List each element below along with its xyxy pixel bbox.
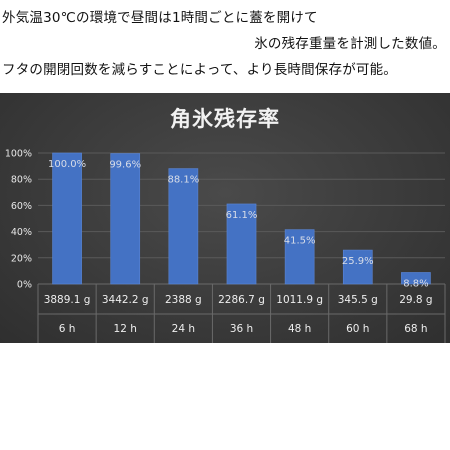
caption-line-1: 外気温30℃の環境で昼間は1時間ごとに蓋を開けて (2, 10, 318, 26)
chart-panel: 角氷残存率 0% 20% 40% 60% 80% 100% 100.0% 3889.1 g 6 … (0, 93, 450, 343)
bar (168, 168, 199, 285)
weight-label: 3889.1 g (44, 294, 91, 306)
x-category-label: 36 h (230, 323, 253, 335)
bar-value-label: 41.5% (284, 236, 316, 247)
bar (284, 229, 315, 285)
x-category-label: 60 h (346, 323, 369, 335)
bar-value-label: 8.8% (403, 278, 428, 289)
bar-chart: 0% 20% 40% 60% 80% 100% 100.0% 3889.1 g 6 h 99.6%… (5, 149, 446, 343)
bar (342, 249, 373, 285)
y-tick-label: 60% (11, 201, 32, 212)
weight-label: 1011.9 g (276, 294, 323, 306)
bar-value-label: 25.9% (342, 256, 374, 267)
caption-line-3: フタの開閉回数を減らすことによって、より長時間保存が可能。 (2, 62, 398, 78)
x-category-label: 6 h (59, 323, 76, 335)
bar (226, 203, 257, 285)
bar-value-label: 99.6% (109, 160, 141, 171)
caption-line-2: 氷の残存重量を計測した数値。 (254, 36, 446, 52)
weight-label: 345.5 g (338, 294, 378, 306)
x-category-label: 68 h (404, 323, 427, 335)
x-category-label: 24 h (172, 323, 195, 335)
bar-value-label: 100.0% (48, 159, 86, 170)
weight-label: 3442.2 g (102, 294, 149, 306)
weight-label: 29.8 g (399, 294, 432, 306)
bar-value-label: 88.1% (167, 175, 199, 186)
y-tick-label: 40% (11, 227, 32, 238)
bar (110, 153, 141, 285)
x-category-label: 48 h (288, 323, 311, 335)
bar (52, 152, 82, 285)
bar-value-label: 61.1% (226, 210, 258, 221)
y-tick-label: 0% (17, 280, 32, 291)
bar (401, 272, 431, 285)
chart-title: 角氷残存率 (170, 107, 280, 131)
x-category-label: 12 h (114, 323, 137, 335)
weight-label: 2286.7 g (218, 294, 265, 306)
weight-label: 2388 g (165, 294, 202, 306)
y-tick-label: 20% (11, 253, 32, 264)
y-tick-label: 100% (5, 149, 32, 160)
y-tick-label: 80% (11, 175, 32, 186)
